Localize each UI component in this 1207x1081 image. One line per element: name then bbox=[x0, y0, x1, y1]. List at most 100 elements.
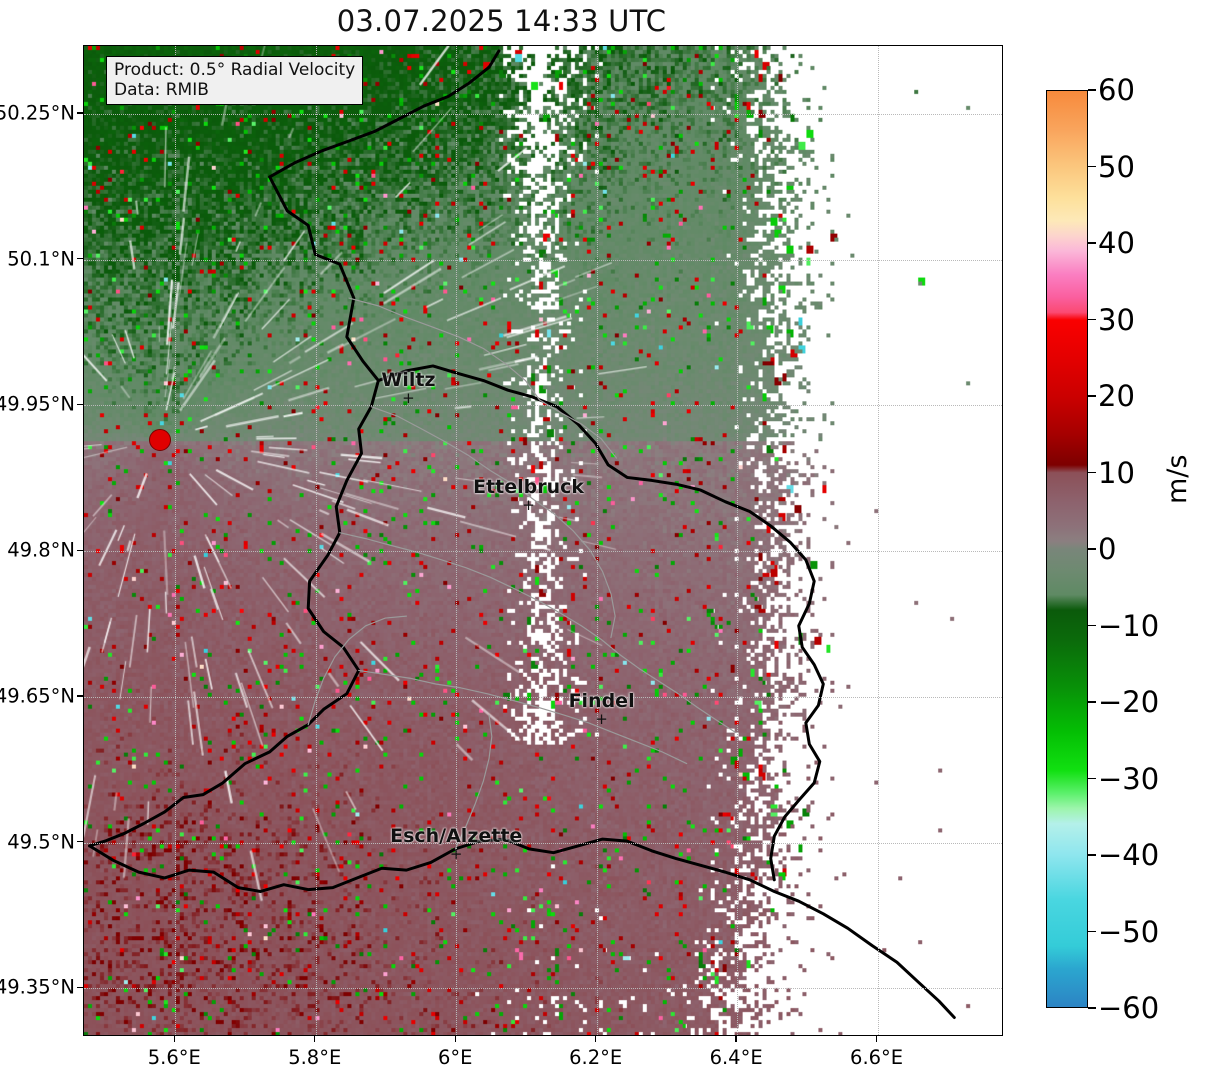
colorbar-tick-mark bbox=[1088, 548, 1096, 550]
city-name: Ettelbruck bbox=[473, 475, 585, 498]
city-name: Findel bbox=[568, 690, 635, 713]
colorbar-gradient bbox=[1047, 91, 1087, 1007]
colorbar-tick-mark bbox=[1088, 242, 1096, 244]
latitude-tick-mark bbox=[77, 549, 83, 551]
national-border-north bbox=[268, 49, 501, 179]
gridline-horizontal bbox=[84, 988, 1002, 990]
gridline-vertical bbox=[737, 46, 739, 1035]
national-border-west bbox=[88, 175, 380, 848]
national-border-south bbox=[88, 837, 956, 1020]
gridline-horizontal bbox=[84, 842, 1002, 844]
longitude-tick-mark bbox=[735, 1036, 737, 1042]
colorbar-tick-mark bbox=[1088, 1007, 1096, 1009]
colorbar-tick-label: 40 bbox=[1098, 226, 1135, 260]
colorbar-tick-label: 20 bbox=[1098, 379, 1135, 413]
product-info-box: Product: 0.5° Radial Velocity Data: RMIB bbox=[106, 56, 364, 106]
city-marker: + bbox=[402, 388, 415, 407]
page-title: 03.07.2025 14:33 UTC bbox=[336, 4, 667, 38]
gridline-vertical bbox=[175, 46, 177, 1035]
latitude-tick-label: 49.5°N bbox=[7, 830, 75, 854]
latitude-tick-mark bbox=[77, 403, 83, 406]
latitude-tick-mark bbox=[77, 840, 83, 843]
colorbar-tick-mark bbox=[1088, 318, 1096, 321]
gridline-horizontal bbox=[84, 551, 1002, 553]
city-name: Wiltz bbox=[381, 368, 436, 391]
gridline-horizontal bbox=[84, 259, 1002, 261]
internal-border-2 bbox=[370, 406, 616, 639]
internal-border-1 bbox=[538, 399, 618, 459]
latitude-tick-label: 49.95°N bbox=[0, 392, 75, 416]
radar-map-axes[interactable]: Wiltz + Ettelbruck + Findel + Esch/Alzette + Pr… bbox=[83, 45, 1003, 1036]
latitude-tick-label: 49.8°N bbox=[7, 538, 75, 562]
longitude-tick-label: 6.6°E bbox=[850, 1046, 904, 1069]
longitude-tick-mark bbox=[594, 1036, 597, 1042]
gridline-horizontal bbox=[84, 114, 1002, 115]
latitude-tick-mark bbox=[77, 695, 83, 697]
internal-border-5 bbox=[454, 714, 493, 850]
radar-site-marker bbox=[148, 429, 171, 452]
colorbar-tick-label: −30 bbox=[1098, 761, 1160, 796]
colorbar-tick-label: −10 bbox=[1098, 608, 1160, 643]
gridline-vertical bbox=[596, 46, 598, 1035]
gridline-vertical bbox=[456, 46, 458, 1035]
city-label-findel: Findel + bbox=[568, 690, 635, 729]
internal-border-0 bbox=[348, 297, 541, 401]
colorbar-tick-mark bbox=[1088, 930, 1096, 933]
longitude-tick-label: 5.6°E bbox=[147, 1046, 201, 1069]
city-label-ettelbruck: Ettelbruck + bbox=[473, 475, 585, 514]
internal-border-3 bbox=[339, 532, 737, 734]
radar-velocity-field bbox=[84, 46, 1002, 1035]
geography-overlay bbox=[88, 49, 956, 1020]
latitude-tick-mark bbox=[77, 112, 83, 114]
colorbar-unit-label: m/s bbox=[1162, 454, 1193, 504]
city-marker: + bbox=[595, 710, 608, 729]
colorbar-tick-mark bbox=[1088, 777, 1096, 780]
colorbar-tick-label: −60 bbox=[1098, 991, 1160, 1025]
national-border-east bbox=[376, 364, 825, 882]
colorbar-tick-mark bbox=[1088, 395, 1096, 397]
info-product-line: Product: 0.5° Radial Velocity bbox=[114, 60, 356, 80]
latitude-tick-label: 50.1°N bbox=[7, 247, 75, 271]
city-name: Esch/Alzette bbox=[390, 825, 523, 848]
colorbar-tick-label: −20 bbox=[1098, 685, 1160, 719]
latitude-tick-label: 49.35°N bbox=[0, 975, 75, 999]
longitude-tick-label: 5.8°E bbox=[288, 1046, 342, 1069]
internal-border-4 bbox=[358, 669, 688, 765]
gridline-vertical bbox=[315, 46, 317, 1035]
colorbar-tick-label: 10 bbox=[1098, 455, 1135, 490]
city-marker: + bbox=[522, 495, 535, 514]
colorbar-tick-mark bbox=[1088, 471, 1096, 474]
longitude-axis: 5.6°E 5.8°E 6°E 6.2°E 6.4°E 6.6°E bbox=[83, 1036, 1003, 1080]
longitude-tick-mark bbox=[173, 1036, 175, 1042]
latitude-axis: 50.25°N 50.1°N 49.95°N 49.8°N 49.65°N 49.5°N 4… bbox=[0, 45, 83, 1036]
latitude-tick-label: 49.65°N bbox=[0, 684, 75, 708]
gridline-vertical bbox=[877, 46, 879, 1035]
colorbar-tick-mark bbox=[1088, 854, 1096, 856]
colorbar-tick-mark bbox=[1088, 701, 1096, 703]
latitude-tick-label: 50.25°N bbox=[0, 101, 75, 125]
colorbar-tick-mark bbox=[1088, 165, 1096, 168]
gridline-horizontal bbox=[84, 696, 1002, 698]
longitude-tick-label: 6.2°E bbox=[569, 1046, 623, 1069]
colorbar-tick-mark bbox=[1088, 89, 1096, 91]
colorbar-tick-mark bbox=[1088, 624, 1096, 627]
longitude-tick-label: 6.4°E bbox=[709, 1046, 763, 1069]
colorbar-tick-label: 30 bbox=[1098, 302, 1135, 337]
longitude-tick-mark bbox=[875, 1036, 878, 1042]
velocity-colorbar[interactable] bbox=[1046, 90, 1088, 1008]
longitude-tick-label: 6°E bbox=[437, 1046, 473, 1069]
gridline-horizontal bbox=[84, 405, 1002, 407]
colorbar-tick-label: 0 bbox=[1098, 532, 1117, 566]
city-label-esch-alzette: Esch/Alzette + bbox=[390, 825, 523, 864]
colorbar-tick-label: 60 bbox=[1098, 73, 1135, 107]
latitude-tick-mark bbox=[77, 258, 83, 260]
city-marker: + bbox=[449, 845, 463, 864]
latitude-tick-mark bbox=[77, 986, 83, 989]
city-label-wiltz: Wiltz + bbox=[381, 368, 436, 407]
longitude-tick-mark bbox=[314, 1036, 316, 1042]
colorbar-tick-label: −40 bbox=[1098, 838, 1160, 872]
colorbar-tick-label: 50 bbox=[1098, 149, 1135, 184]
info-data-line: Data: RMIB bbox=[114, 80, 209, 101]
longitude-tick-mark bbox=[454, 1036, 456, 1042]
colorbar-tick-label: −50 bbox=[1098, 914, 1160, 949]
